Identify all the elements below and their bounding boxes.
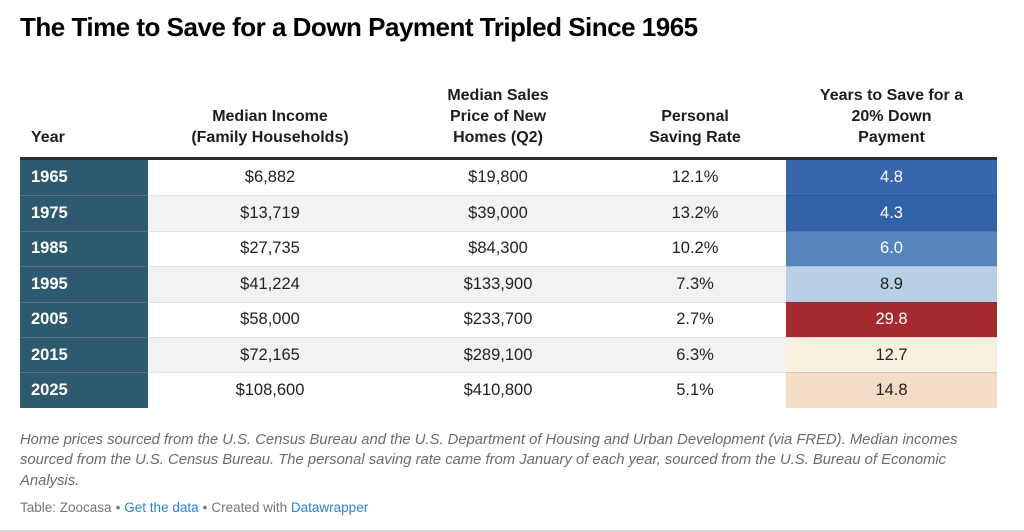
price-cell: $19,800 [468, 168, 528, 187]
saving-rate-cell: 5.1% [604, 372, 786, 407]
saving-rate-cell: 7.3% [604, 266, 786, 302]
page-title: The Time to Save for a Down Payment Trip… [20, 12, 698, 42]
table-row: 1965 $6,882 $19,800 12.1% 4.8 [20, 160, 997, 196]
year-cell: 2025 [20, 372, 148, 408]
price-cell: $289,100 [392, 336, 604, 373]
year-cell: 2015 [20, 336, 148, 373]
bullet-separator: • [202, 499, 208, 515]
price-cell: $84,300 [392, 230, 604, 266]
saving-rate-cell: 13.2% [604, 195, 786, 231]
income-cell: $108,600 [148, 372, 392, 407]
year-cell: 1975 [20, 195, 148, 231]
year-cell: 2005 [20, 301, 148, 337]
years-to-save-cell: 4.3 [786, 195, 997, 231]
years-to-save-cell: 6.0 [786, 230, 997, 267]
table-body: 1965 $6,882 $19,800 12.1% 4.8 1975 $13,7… [20, 157, 997, 408]
bullet-separator: • [115, 499, 121, 515]
saving-rate-cell: 12.1% [671, 168, 719, 187]
table-row: 2015 $72,165 $289,100 6.3% 12.7 [20, 336, 997, 373]
created-with-label: Created with [211, 499, 288, 515]
years-to-save-cell: 4.8 [786, 160, 997, 196]
year-cell: 1965 [20, 160, 148, 196]
income-cell: $41,224 [148, 266, 392, 302]
attribution-source: Table: Zoocasa [20, 499, 112, 515]
years-to-save-cell: 12.7 [786, 336, 997, 373]
year-cell: 1995 [20, 266, 148, 302]
saving-rate-cell: 6.3% [604, 336, 786, 373]
years-to-save-cell: 14.8 [786, 372, 997, 408]
table-notes: Home prices sourced from the U.S. Census… [20, 431, 958, 489]
table-row: 1995 $41,224 $133,900 7.3% 8.9 [20, 266, 997, 302]
price-cell: $133,900 [392, 266, 604, 302]
column-header-years-to-save: Years to Save for a 20% Down Payment [819, 87, 964, 146]
table-row: 1975 $13,719 $39,000 13.2% 4.3 [20, 195, 997, 231]
get-the-data-link[interactable]: Get the data [124, 499, 199, 515]
column-header-median-sales-price: Median Sales Price of New Homes (Q2) [447, 87, 549, 146]
table-row: 2005 $58,000 $233,700 2.7% 29.8 [20, 301, 997, 337]
column-header-median-income: Median Income (Family Households) [191, 108, 349, 146]
attribution-line: Table: Zoocasa • Get the data • Created with… [20, 500, 1004, 515]
table-row: 2025 $108,600 $410,800 5.1% 14.8 [20, 372, 997, 408]
column-header-year: Year [31, 129, 65, 146]
income-cell: $27,735 [148, 230, 392, 266]
price-cell: $233,700 [392, 301, 604, 337]
saving-rate-cell: 10.2% [604, 230, 786, 266]
year-cell: 1985 [20, 230, 148, 267]
income-cell: $72,165 [148, 336, 392, 373]
income-cell: $13,719 [148, 195, 392, 231]
datawrapper-link[interactable]: Datawrapper [290, 499, 369, 515]
price-cell: $39,000 [392, 195, 604, 231]
price-cell: $410,800 [392, 372, 604, 407]
table-header-row: Year Median Income (Family Households) M… [20, 43, 997, 157]
table-row: 1985 $27,735 $84,300 10.2% 6.0 [20, 230, 997, 267]
saving-rate-cell: 2.7% [604, 301, 786, 337]
income-cell: $6,882 [244, 168, 296, 187]
data-table: Year Median Income (Family Households) M… [20, 43, 997, 408]
years-to-save-cell: 29.8 [786, 301, 997, 337]
column-header-personal-saving-rate: Personal Saving Rate [649, 108, 741, 146]
years-to-save-cell: 8.9 [786, 266, 997, 302]
income-cell: $58,000 [148, 301, 392, 337]
